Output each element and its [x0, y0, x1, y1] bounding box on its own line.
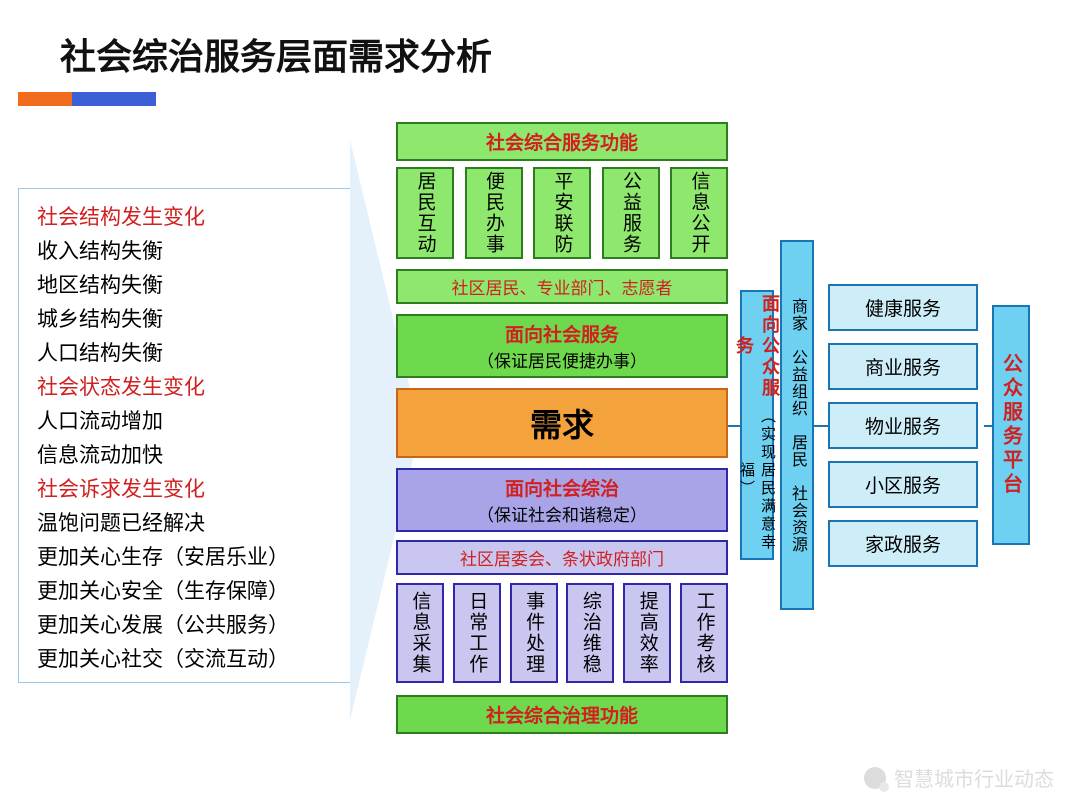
service-item: 商业服务 — [828, 343, 978, 390]
green-function-cell: 公益服务 — [602, 167, 660, 259]
participants-strip: 社区居民、专业部门、志愿者 — [396, 269, 728, 304]
public-service-title: 面向公众服务 — [731, 292, 783, 402]
green-function-cell: 平安联防 — [533, 167, 591, 259]
service-list: 健康服务商业服务物业服务小区服务家政服务 — [828, 284, 978, 567]
social-service-sub: （保证居民便捷办事） — [398, 347, 726, 372]
accent-bar-blue — [72, 92, 156, 106]
center-column: 社会综合服务功能 居民互动便民办事平安联防公益服务信息公开 社区居民、专业部门、… — [396, 122, 728, 734]
top-header-box: 社会综合服务功能 — [396, 122, 728, 161]
wechat-icon — [864, 767, 886, 789]
accent-bars — [18, 92, 156, 106]
factor-line: 地区结构失衡 — [37, 269, 332, 303]
social-service-title: 面向社会服务 — [398, 320, 726, 347]
service-item: 家政服务 — [828, 520, 978, 567]
factor-line: 城乡结构失衡 — [37, 303, 332, 337]
green-functions-row: 居民互动便民办事平安联防公益服务信息公开 — [396, 167, 728, 259]
page-title: 社会综治服务层面需求分析 — [60, 28, 492, 80]
factor-line: 人口流动增加 — [37, 405, 332, 439]
governance-sub: （保证社会和谐稳定） — [398, 501, 726, 526]
factor-line: 社会诉求发生变化 — [37, 473, 332, 507]
resources-vbox: 商家 公益组织 居民 社会资源 — [780, 240, 814, 610]
social-service-box: 面向社会服务 （保证居民便捷办事） — [396, 314, 728, 378]
purple-function-cell: 信息采集 — [396, 583, 444, 683]
bottom-header-box: 社会综合治理功能 — [396, 695, 728, 734]
purple-function-cell: 综治维稳 — [566, 583, 614, 683]
factor-line: 温饱问题已经解决 — [37, 507, 332, 541]
governance-title: 面向社会综治 — [398, 474, 726, 501]
governance-functions-row: 信息采集日常工作事件处理综治维稳提高效率工作考核 — [396, 583, 728, 683]
purple-function-cell: 日常工作 — [453, 583, 501, 683]
factor-line: 更加关心生存（安居乐业） — [37, 541, 332, 575]
factor-line: 更加关心发展（公共服务） — [37, 609, 332, 643]
accent-bar-orange — [18, 92, 72, 106]
demand-box: 需求 — [396, 388, 728, 458]
governance-box: 面向社会综治 （保证社会和谐稳定） — [396, 468, 728, 532]
service-item: 物业服务 — [828, 402, 978, 449]
green-function-cell: 信息公开 — [670, 167, 728, 259]
factor-line: 人口结构失衡 — [37, 337, 332, 371]
left-factors-panel: 社会结构发生变化收入结构失衡地区结构失衡城乡结构失衡人口结构失衡社会状态发生变化… — [18, 188, 350, 683]
watermark: 智慧城市行业动态 — [864, 763, 1054, 792]
public-service-sub: （实现居民满意幸福） — [736, 402, 778, 558]
purple-function-cell: 工作考核 — [680, 583, 728, 683]
purple-function-cell: 提高效率 — [623, 583, 671, 683]
watermark-text: 智慧城市行业动态 — [894, 763, 1054, 792]
service-item: 小区服务 — [828, 461, 978, 508]
factor-line: 更加关心安全（生存保障） — [37, 575, 332, 609]
service-item: 健康服务 — [828, 284, 978, 331]
factor-line: 社会结构发生变化 — [37, 201, 332, 235]
governance-strip: 社区居委会、条状政府部门 — [396, 540, 728, 575]
right-cluster: 面向公众服务 （实现居民满意幸福） 商家 公益组织 居民 社会资源 健康服务商业… — [740, 240, 1030, 610]
public-service-vbox: 面向公众服务 （实现居民满意幸福） — [740, 290, 774, 560]
green-function-cell: 居民互动 — [396, 167, 454, 259]
factor-line: 收入结构失衡 — [37, 235, 332, 269]
factor-line: 社会状态发生变化 — [37, 371, 332, 405]
factor-line: 信息流动加快 — [37, 439, 332, 473]
green-function-cell: 便民办事 — [465, 167, 523, 259]
factor-line: 更加关心社交（交流互动） — [37, 643, 332, 677]
platform-vbox: 公众服务平台 — [992, 305, 1030, 545]
purple-function-cell: 事件处理 — [510, 583, 558, 683]
